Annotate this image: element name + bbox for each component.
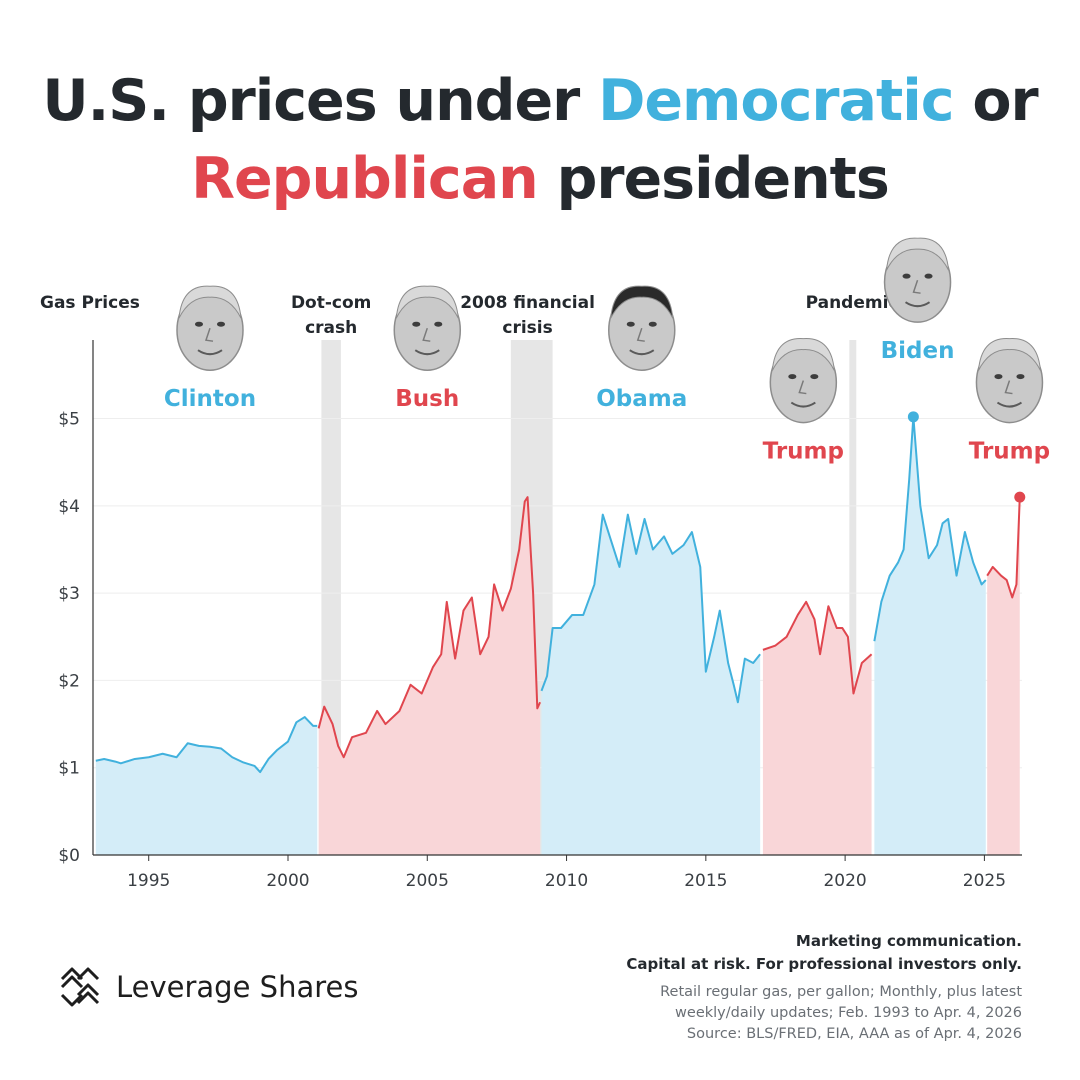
title-part2: or: [953, 68, 1038, 134]
recession-label: Pandemic: [806, 293, 899, 313]
x-tick-label: 2020: [823, 871, 866, 891]
president-label: Trump: [763, 439, 844, 465]
page-title: U.S. prices under Democratic or Republica…: [0, 62, 1080, 218]
portrait-hair: [886, 237, 950, 271]
x-tick-label: 2015: [684, 871, 727, 891]
area-trump: [762, 601, 872, 855]
peak-point: [907, 411, 919, 423]
portrait-eye: [626, 321, 635, 327]
source-note-line: Source: BLS/FRED, EIA, AAA as of Apr. 4,…: [686, 1026, 1022, 1042]
president-label: Biden: [881, 338, 955, 364]
portrait-eye: [194, 321, 203, 327]
source-note-line: Retail regular gas, per gallon; Monthly,…: [660, 984, 1022, 1000]
portrait-eye: [924, 273, 933, 279]
president-label: Obama: [596, 386, 687, 412]
series-lines: [95, 411, 1026, 774]
chart-labels: Gas Prices Dot-com crash 2008 financial cris…: [40, 293, 1050, 465]
president-portrait: [608, 285, 676, 371]
y-tick-label: $4: [58, 497, 80, 517]
president-portrait: [769, 338, 838, 424]
portrait-eye: [412, 321, 421, 327]
recession-label: crisis: [502, 318, 552, 338]
area-trump: [987, 497, 1020, 855]
recession-label: crash: [305, 318, 357, 338]
x-tick-label: 1995: [127, 871, 170, 891]
president-portrait: [176, 285, 244, 371]
portrait-nose: [798, 380, 807, 395]
leverage-shares-logo-icon: [60, 967, 100, 1007]
portrait-mouth: [414, 349, 440, 356]
y-tick-label: $2: [58, 671, 80, 691]
y-tick-label: $0: [58, 846, 80, 866]
y-tick-label: $1: [58, 759, 80, 779]
portrait-mouth: [996, 401, 1023, 408]
portrait-eye: [810, 374, 819, 380]
title-part1: U.S. prices under: [42, 68, 599, 134]
portrait-eye: [902, 273, 911, 279]
portrait-nose: [204, 327, 214, 342]
brand-name: Leverage Shares: [116, 970, 359, 1004]
source-note: Retail regular gas, per gallon; Monthly,…: [660, 982, 1022, 1045]
portrait-hair: [610, 285, 674, 319]
portrait-eye: [1016, 374, 1025, 380]
x-tick-label: 2025: [963, 871, 1006, 891]
area-fills: [95, 416, 1020, 855]
disclaimer: Marketing communication. Capital at risk…: [626, 930, 1022, 976]
portrait-mouth: [904, 301, 931, 308]
line-clinton: [95, 716, 318, 774]
title-republican: Republican: [191, 146, 539, 212]
x-tick-label: 2000: [266, 871, 309, 891]
x-tick-label: 2005: [406, 871, 449, 891]
portrait-nose: [422, 327, 431, 342]
portrait-eye: [216, 321, 225, 327]
portrait-hair: [395, 285, 459, 319]
y-axis-title: Gas Prices: [40, 293, 140, 313]
portrait-mouth: [629, 349, 655, 356]
portrait-hair: [771, 338, 835, 371]
y-tick-label: $5: [58, 410, 80, 430]
x-tick-label: 2010: [545, 871, 588, 891]
line-trump: [762, 600, 873, 695]
area-clinton: [95, 717, 318, 855]
line-trump: [986, 497, 1021, 599]
peak-point: [1014, 491, 1026, 503]
axes: $0 $1 $2 $3 $4 $5 1995 2000 2005 2010 2015 2020 2025: [58, 340, 1022, 891]
title-democratic: Democratic: [598, 68, 954, 134]
title-part3: presidents: [537, 146, 890, 212]
president-portrait: [393, 285, 462, 371]
y-tick-label: $3: [58, 584, 80, 604]
portrait-nose: [636, 327, 645, 342]
portrait-hair: [977, 338, 1041, 371]
area-biden: [874, 416, 986, 855]
president-label: Trump: [969, 439, 1050, 465]
president-portrait: [883, 237, 952, 323]
line-biden: [873, 415, 987, 642]
line-bush: [317, 496, 541, 759]
portrait-nose: [1004, 380, 1013, 395]
portrait-mouth: [197, 349, 223, 356]
portrait-eye: [994, 374, 1003, 380]
disclaimer-line: Marketing communication.: [795, 932, 1022, 950]
line-obama: [540, 513, 761, 704]
president-label: Bush: [395, 386, 459, 412]
portrait-eye: [788, 374, 797, 380]
disclaimer-line: Capital at risk. For professional invest…: [626, 955, 1022, 973]
brand: Leverage Shares: [58, 962, 358, 1012]
portrait-hair: [178, 285, 242, 319]
portrait-mouth: [790, 401, 816, 408]
area-obama: [541, 514, 761, 855]
portrait-eye: [434, 321, 443, 327]
president-portrait: [975, 338, 1044, 424]
recession-label: 2008 financial: [460, 293, 595, 313]
portrait-nose: [912, 279, 921, 294]
president-portraits: [176, 237, 1044, 424]
source-note-line: weekly/daily updates; Feb. 1993 to Apr. …: [675, 1005, 1022, 1021]
portrait-eye: [648, 321, 657, 327]
recession-label: Dot-com: [291, 293, 371, 313]
president-label: Clinton: [164, 386, 256, 412]
recession-band: [849, 340, 857, 855]
